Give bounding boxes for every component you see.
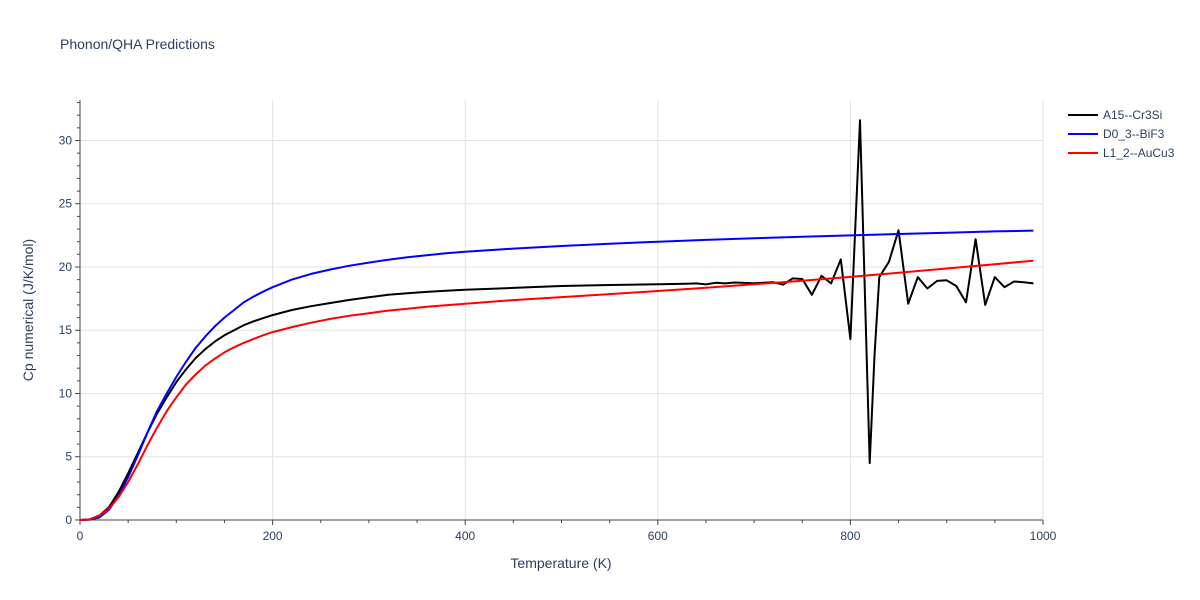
legend-label: L1_2--AuCu3 xyxy=(1103,146,1175,160)
y-tick-label: 10 xyxy=(59,386,73,400)
y-axis-title: Cp numerical (J/K/mol) xyxy=(20,239,36,381)
x-tick-label: 400 xyxy=(455,529,475,543)
x-axis-title: Temperature (K) xyxy=(510,555,611,571)
x-tick-label: 200 xyxy=(263,529,283,543)
y-tick-label: 20 xyxy=(59,260,73,274)
series-line-1 xyxy=(79,119,1034,521)
legend[interactable]: A15--Cr3Si D0_3--BiF3 L1_2--AuCu3 xyxy=(1068,108,1175,160)
axis-layer: 0 200 400 600 800 1000 0 5 10 15 20 25 30 xyxy=(59,100,1057,543)
legend-item[interactable]: D0_3--BiF3 xyxy=(1068,127,1165,141)
legend-item[interactable]: A15--Cr3Si xyxy=(1068,108,1162,122)
x-tick-label: 800 xyxy=(840,529,860,543)
series-layer xyxy=(79,119,1034,521)
y-tick-label: 5 xyxy=(65,450,72,464)
chart-title: Phonon/QHA Predictions xyxy=(60,36,215,52)
legend-label: D0_3--BiF3 xyxy=(1103,127,1165,141)
y-tick-label: 0 xyxy=(65,513,72,527)
y-tick-label: 30 xyxy=(59,133,73,147)
y-tick-label: 15 xyxy=(59,323,73,337)
x-tick-label: 1000 xyxy=(1030,529,1057,543)
series-line-3 xyxy=(79,259,1034,521)
legend-item[interactable]: L1_2--AuCu3 xyxy=(1068,146,1175,160)
grid-layer xyxy=(80,100,1044,520)
x-tick-label: 600 xyxy=(648,529,668,543)
series-line-2 xyxy=(79,229,1034,521)
legend-label: A15--Cr3Si xyxy=(1103,108,1162,122)
y-tick-label: 25 xyxy=(59,197,73,211)
x-tick-label: 0 xyxy=(77,529,84,543)
